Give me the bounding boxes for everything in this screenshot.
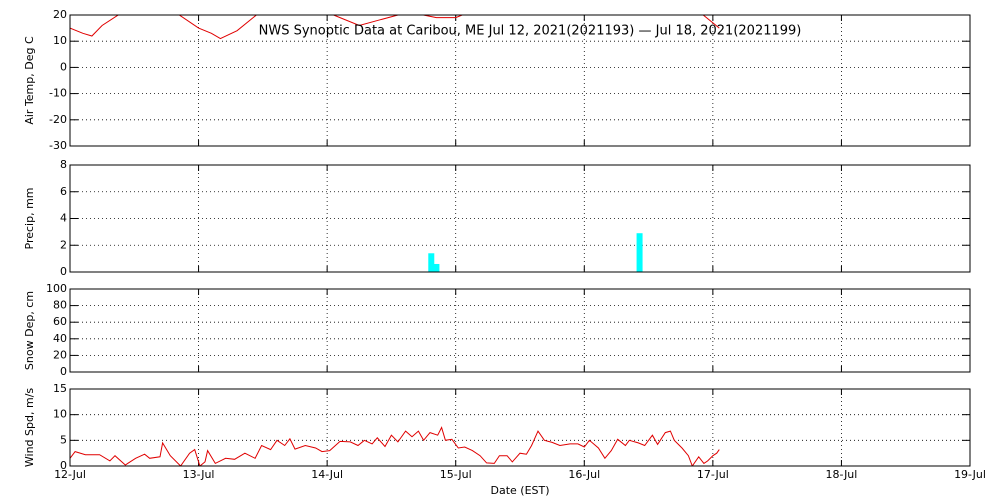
y-tick-label: 0 [60,60,67,73]
x-tick-label: 14-Jul [311,468,343,481]
x-tick-label: 17-Jul [697,468,729,481]
x-tick-label: 19-Jul [954,468,986,481]
plot-frame [69,288,971,373]
y-tick-label: 6 [60,185,67,198]
data-line [70,15,720,40]
y-tick-label: -10 [49,87,67,100]
y-tick-label: 0 [60,459,67,472]
y-tick-label: 10 [53,408,67,421]
y-tick-label: 60 [53,315,67,328]
plot-frame [69,164,971,273]
y-tick-label: -20 [49,113,67,126]
y-tick-label: 5 [60,433,67,446]
plot-area [428,233,643,272]
chart-title: NWS Synoptic Data at Caribou, ME Jul 12,… [259,24,802,39]
y-tick-label: 8 [60,158,67,171]
y-tick-label: 20 [53,348,67,361]
bar [433,263,440,272]
y-axis-label: Snow Dep, cm [23,291,36,370]
y-tick-label: 40 [53,332,67,345]
y-tick-label: 4 [60,212,67,225]
x-tick-label: 16-Jul [568,468,600,481]
y-axis-label: Air Temp, Deg C [23,36,36,125]
x-tick-label: 15-Jul [440,468,472,481]
y-tick-label: 100 [46,282,67,295]
y-tick-label: 10 [53,34,67,47]
y-tick-label: 20 [53,8,67,21]
y-tick-label: 80 [53,299,67,312]
plot-frame [69,14,971,147]
bar [428,253,435,272]
plot-area [70,426,720,466]
y-tick-label: -30 [49,139,67,152]
y-tick-label: 15 [53,382,67,395]
y-tick-label: 2 [60,238,67,251]
plot-frame [69,388,971,467]
x-axis-label: Date (EST) [490,484,549,497]
y-axis-label: Precip, mm [23,188,36,250]
bar [636,233,643,272]
y-axis-label: Wind Spd, m/s [23,388,36,468]
x-tick-label: 12-Jul [54,468,86,481]
plot-area [70,15,720,40]
x-tick-label: 13-Jul [183,468,215,481]
y-tick-label: 0 [60,265,67,278]
y-tick-label: 0 [60,365,67,378]
data-line [70,426,720,466]
x-tick-label: 18-Jul [825,468,857,481]
